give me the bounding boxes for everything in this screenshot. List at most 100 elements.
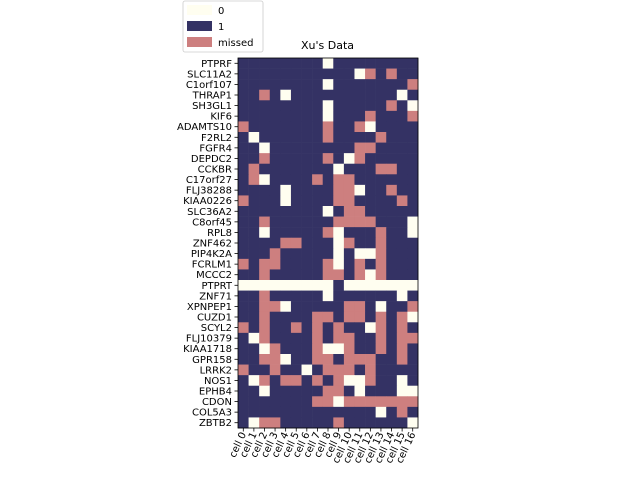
heatmap-cell — [354, 121, 366, 133]
heatmap-cell — [375, 301, 387, 313]
heatmap-cell — [290, 68, 302, 80]
heatmap-cell — [259, 195, 271, 207]
heatmap-cell — [248, 142, 260, 154]
heatmap-cell — [312, 89, 324, 101]
heatmap-cell — [301, 364, 313, 376]
heatmap-cell — [301, 375, 313, 387]
heatmap-cell — [343, 110, 355, 122]
heatmap-cell — [407, 174, 419, 186]
row-label: C8orf45 — [192, 217, 232, 228]
heatmap-cell — [365, 301, 376, 313]
legend-swatch-value-1 — [187, 21, 212, 31]
heatmap-cell — [248, 206, 260, 217]
heatmap-cell — [365, 216, 376, 228]
heatmap-cell — [269, 142, 281, 154]
heatmap-cell — [386, 100, 398, 112]
heatmap-cell — [290, 354, 302, 365]
heatmap-cell — [301, 216, 313, 228]
heatmap-cell — [312, 322, 324, 334]
heatmap-cell — [407, 322, 419, 334]
heatmap-cell — [269, 237, 281, 249]
heatmap-cell — [375, 206, 387, 217]
row-label: CDON — [202, 397, 232, 408]
heatmap-cell — [396, 417, 408, 429]
heatmap-cell — [259, 269, 271, 281]
heatmap-cell — [290, 396, 302, 408]
heatmap-cell — [322, 206, 334, 217]
heatmap-cell — [248, 58, 260, 69]
heatmap-cell — [343, 354, 355, 365]
heatmap-cell — [396, 385, 408, 397]
heatmap-cell — [396, 290, 408, 302]
heatmap-cell — [375, 417, 387, 429]
heatmap-cell — [248, 68, 260, 80]
heatmap-cell — [312, 269, 324, 281]
heatmap-cell — [354, 343, 366, 355]
heatmap-cell — [354, 290, 366, 302]
heatmap-cell — [386, 227, 398, 239]
row-label: RPL8 — [207, 228, 232, 239]
heatmap-cell — [290, 163, 302, 175]
heatmap-cell — [365, 248, 376, 260]
heatmap-cell — [407, 195, 419, 207]
row-label: FGFR4 — [199, 143, 232, 154]
heatmap-cell — [248, 100, 260, 112]
heatmap-cell — [333, 206, 345, 217]
heatmap-cell — [396, 269, 408, 281]
heatmap-cell — [322, 153, 334, 165]
heatmap-cell — [407, 216, 419, 228]
heatmap-cell — [396, 153, 408, 165]
heatmap-cell — [322, 354, 334, 365]
heatmap-cell — [396, 184, 408, 196]
heatmap-cell — [312, 301, 324, 313]
heatmap-cell — [259, 68, 271, 80]
heatmap-cell — [290, 417, 302, 429]
heatmap-cell — [343, 290, 355, 302]
row-label: KIF6 — [210, 112, 232, 123]
heatmap-cell — [365, 68, 376, 80]
heatmap-cell — [396, 237, 408, 249]
heatmap-cell — [365, 290, 376, 302]
heatmap-cell — [333, 301, 345, 313]
heatmap-cell — [259, 58, 271, 69]
heatmap-cell — [312, 417, 324, 429]
heatmap-cell — [343, 100, 355, 112]
heatmap-cell — [301, 100, 313, 112]
heatmap-cell — [365, 322, 376, 334]
heatmap-cell — [322, 248, 334, 260]
heatmap-cell — [269, 269, 281, 281]
heatmap-cell — [322, 195, 334, 207]
heatmap-cell — [259, 227, 271, 239]
heatmap-cell — [322, 184, 334, 196]
heatmap-cell — [375, 311, 387, 323]
heatmap-cell — [290, 227, 302, 239]
heatmap-cell — [280, 184, 292, 196]
heatmap-cell — [386, 343, 398, 355]
heatmap-cell — [301, 153, 313, 165]
heatmap-cell — [354, 227, 366, 239]
heatmap-cell — [375, 364, 387, 376]
heatmap-cell — [396, 195, 408, 207]
heatmap-cell — [238, 227, 249, 239]
heatmap-cell — [354, 301, 366, 313]
heatmap-cell — [269, 375, 281, 387]
heatmap-cell — [301, 396, 313, 408]
heatmap-cell — [312, 406, 324, 418]
heatmap-cell — [386, 354, 398, 365]
heatmap-cell — [333, 237, 345, 249]
heatmap-cell — [343, 269, 355, 281]
heatmap-cell — [354, 142, 366, 154]
heatmap-cell — [354, 184, 366, 196]
row-label: C1orf107 — [186, 80, 232, 91]
heatmap-cell — [290, 100, 302, 112]
heatmap-cell — [280, 406, 292, 418]
heatmap-cell — [343, 132, 355, 143]
heatmap-cell — [365, 163, 376, 175]
heatmap-cell — [238, 195, 249, 207]
heatmap-cell — [280, 280, 292, 291]
heatmap-cell — [322, 311, 334, 323]
heatmap-cell — [333, 375, 345, 387]
heatmap-cell — [386, 258, 398, 270]
heatmap-cell — [333, 364, 345, 376]
heatmap-cell — [396, 301, 408, 313]
